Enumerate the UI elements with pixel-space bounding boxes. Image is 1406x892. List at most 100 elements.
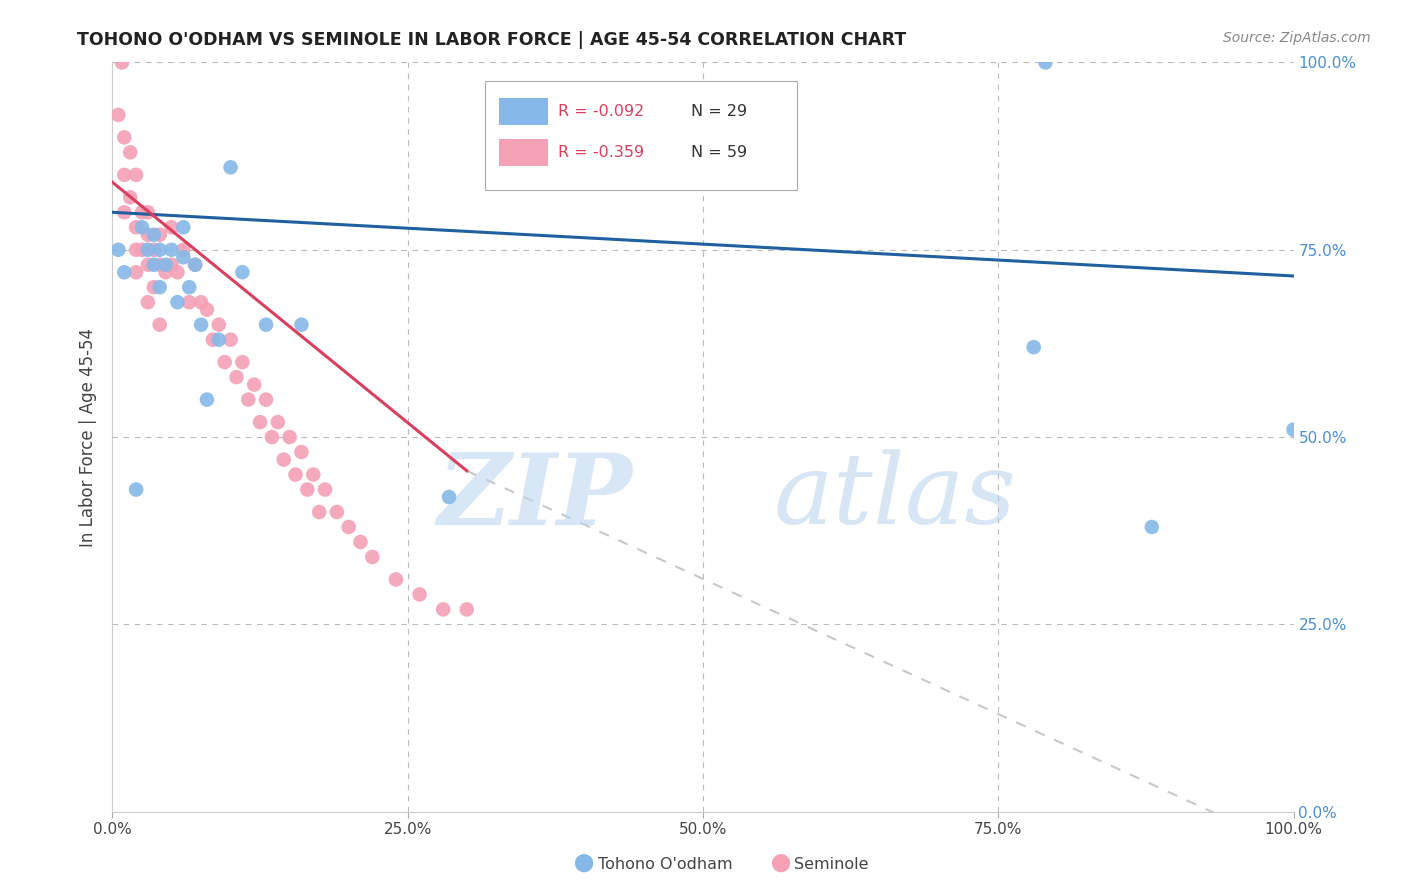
Point <box>231 265 253 279</box>
Point <box>136 295 159 310</box>
Point <box>219 161 242 175</box>
Point <box>149 243 172 257</box>
FancyBboxPatch shape <box>499 97 548 125</box>
Point <box>172 243 194 257</box>
Point <box>361 549 384 564</box>
Point <box>1140 520 1163 534</box>
Point <box>297 483 319 497</box>
Text: ⬤: ⬤ <box>574 854 593 872</box>
Text: ZIP: ZIP <box>437 449 633 545</box>
Point <box>190 295 212 310</box>
Point <box>267 415 290 429</box>
Point <box>136 205 159 219</box>
Point <box>149 258 172 272</box>
Point <box>1035 55 1057 70</box>
Point <box>208 333 231 347</box>
Point <box>125 168 148 182</box>
Point <box>142 280 165 294</box>
Point <box>290 445 312 459</box>
Text: N = 59: N = 59 <box>692 145 748 160</box>
Point <box>249 415 271 429</box>
Point <box>184 258 207 272</box>
Point <box>184 258 207 272</box>
Point <box>136 258 159 272</box>
Text: Seminole: Seminole <box>794 857 869 872</box>
Y-axis label: In Labor Force | Age 45-54: In Labor Force | Age 45-54 <box>79 327 97 547</box>
Point <box>120 190 142 204</box>
Point <box>131 205 153 219</box>
Point <box>385 573 408 587</box>
Point <box>326 505 349 519</box>
Point <box>142 243 165 257</box>
Point <box>155 265 177 279</box>
Point <box>142 258 165 272</box>
Text: R = -0.092: R = -0.092 <box>558 103 644 119</box>
Point <box>437 490 460 504</box>
Point <box>219 333 242 347</box>
Point <box>190 318 212 332</box>
Point <box>238 392 260 407</box>
Point <box>273 452 295 467</box>
Point <box>120 145 142 160</box>
Point <box>290 318 312 332</box>
Point <box>166 265 188 279</box>
Point <box>149 318 172 332</box>
Point <box>125 220 148 235</box>
Point <box>107 108 129 122</box>
Point <box>201 333 224 347</box>
FancyBboxPatch shape <box>485 81 797 190</box>
Point <box>254 318 277 332</box>
Point <box>136 243 159 257</box>
Point <box>155 258 177 272</box>
FancyBboxPatch shape <box>499 139 548 166</box>
Point <box>125 243 148 257</box>
Point <box>337 520 360 534</box>
Point <box>172 250 194 264</box>
Point <box>214 355 236 369</box>
Point <box>149 280 172 294</box>
Point <box>314 483 336 497</box>
Point <box>195 392 218 407</box>
Point <box>408 587 430 601</box>
Point <box>308 505 330 519</box>
Point <box>254 392 277 407</box>
Text: ⬤: ⬤ <box>770 854 790 872</box>
Point <box>243 377 266 392</box>
Point <box>112 205 135 219</box>
Point <box>160 243 183 257</box>
Point <box>260 430 283 444</box>
Point <box>195 302 218 317</box>
Point <box>432 602 454 616</box>
Text: TOHONO O'ODHAM VS SEMINOLE IN LABOR FORCE | AGE 45-54 CORRELATION CHART: TOHONO O'ODHAM VS SEMINOLE IN LABOR FORC… <box>77 31 907 49</box>
Text: R = -0.359: R = -0.359 <box>558 145 644 160</box>
Point <box>302 467 325 482</box>
Point <box>1022 340 1045 354</box>
Point <box>278 430 301 444</box>
Point <box>142 227 165 242</box>
Text: N = 29: N = 29 <box>692 103 748 119</box>
Point <box>349 535 371 549</box>
Point <box>160 220 183 235</box>
Point <box>172 220 194 235</box>
Point <box>131 220 153 235</box>
Text: Tohono O'odham: Tohono O'odham <box>598 857 733 872</box>
Point <box>1282 423 1305 437</box>
Point <box>111 55 134 70</box>
Point <box>225 370 247 384</box>
Text: atlas: atlas <box>773 450 1017 545</box>
Point <box>125 483 148 497</box>
Point <box>179 280 201 294</box>
Point <box>136 227 159 242</box>
Point <box>149 227 172 242</box>
Point <box>131 243 153 257</box>
Point <box>179 295 201 310</box>
Point <box>284 467 307 482</box>
Point <box>112 265 135 279</box>
Point <box>112 168 135 182</box>
Point <box>160 258 183 272</box>
Point <box>107 243 129 257</box>
Point <box>166 295 188 310</box>
Point <box>456 602 478 616</box>
Text: Source: ZipAtlas.com: Source: ZipAtlas.com <box>1223 31 1371 45</box>
Point <box>208 318 231 332</box>
